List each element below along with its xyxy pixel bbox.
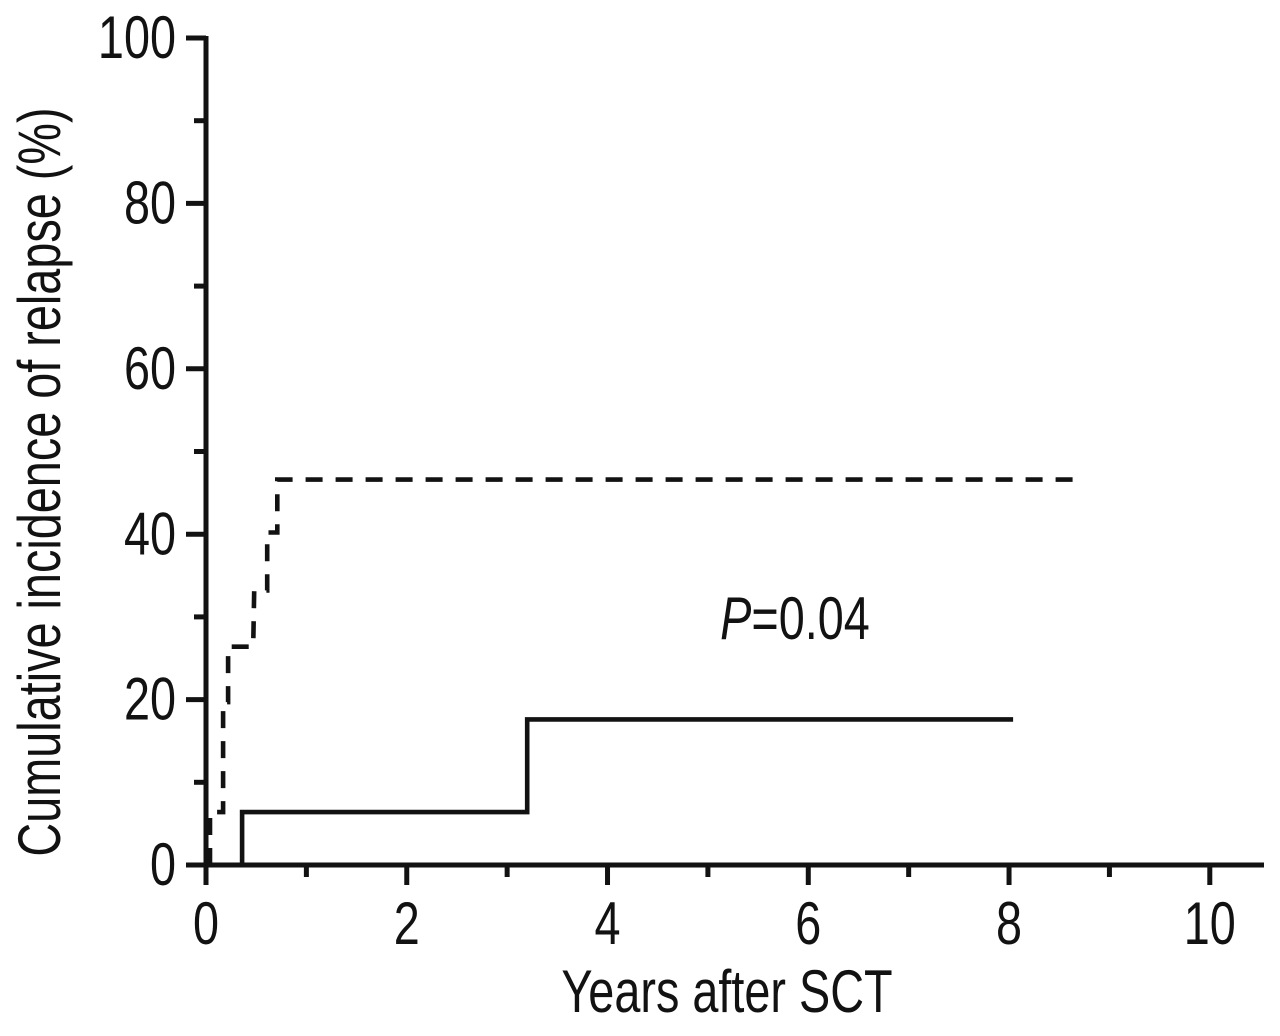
p-value-symbol: P xyxy=(720,585,752,653)
p-value-text: =0.04 xyxy=(751,585,871,653)
y-tick-label: 0 xyxy=(150,832,176,899)
x-tick-label: 6 xyxy=(795,890,821,957)
x-tick-label: 4 xyxy=(595,890,621,957)
y-tick-label: 60 xyxy=(124,335,176,402)
y-axis-title: Cumulative incidence of relapse (%) xyxy=(6,107,73,857)
y-tick-label: 100 xyxy=(98,5,176,72)
x-tick-label: 2 xyxy=(394,890,420,957)
series-solid-group-line xyxy=(206,717,1014,868)
series-dashed-group-line xyxy=(207,477,1080,865)
x-tick-label: 10 xyxy=(1184,890,1236,957)
x-axis-title: Years after SCT xyxy=(561,958,893,1025)
y-tick-label: 80 xyxy=(124,170,176,237)
p-value-annotation: P=0.04 xyxy=(720,589,870,649)
y-tick-label: 40 xyxy=(124,501,176,568)
x-tick-label: 8 xyxy=(996,890,1022,957)
x-tick-label: 0 xyxy=(193,890,219,957)
y-tick-label: 20 xyxy=(124,666,176,733)
